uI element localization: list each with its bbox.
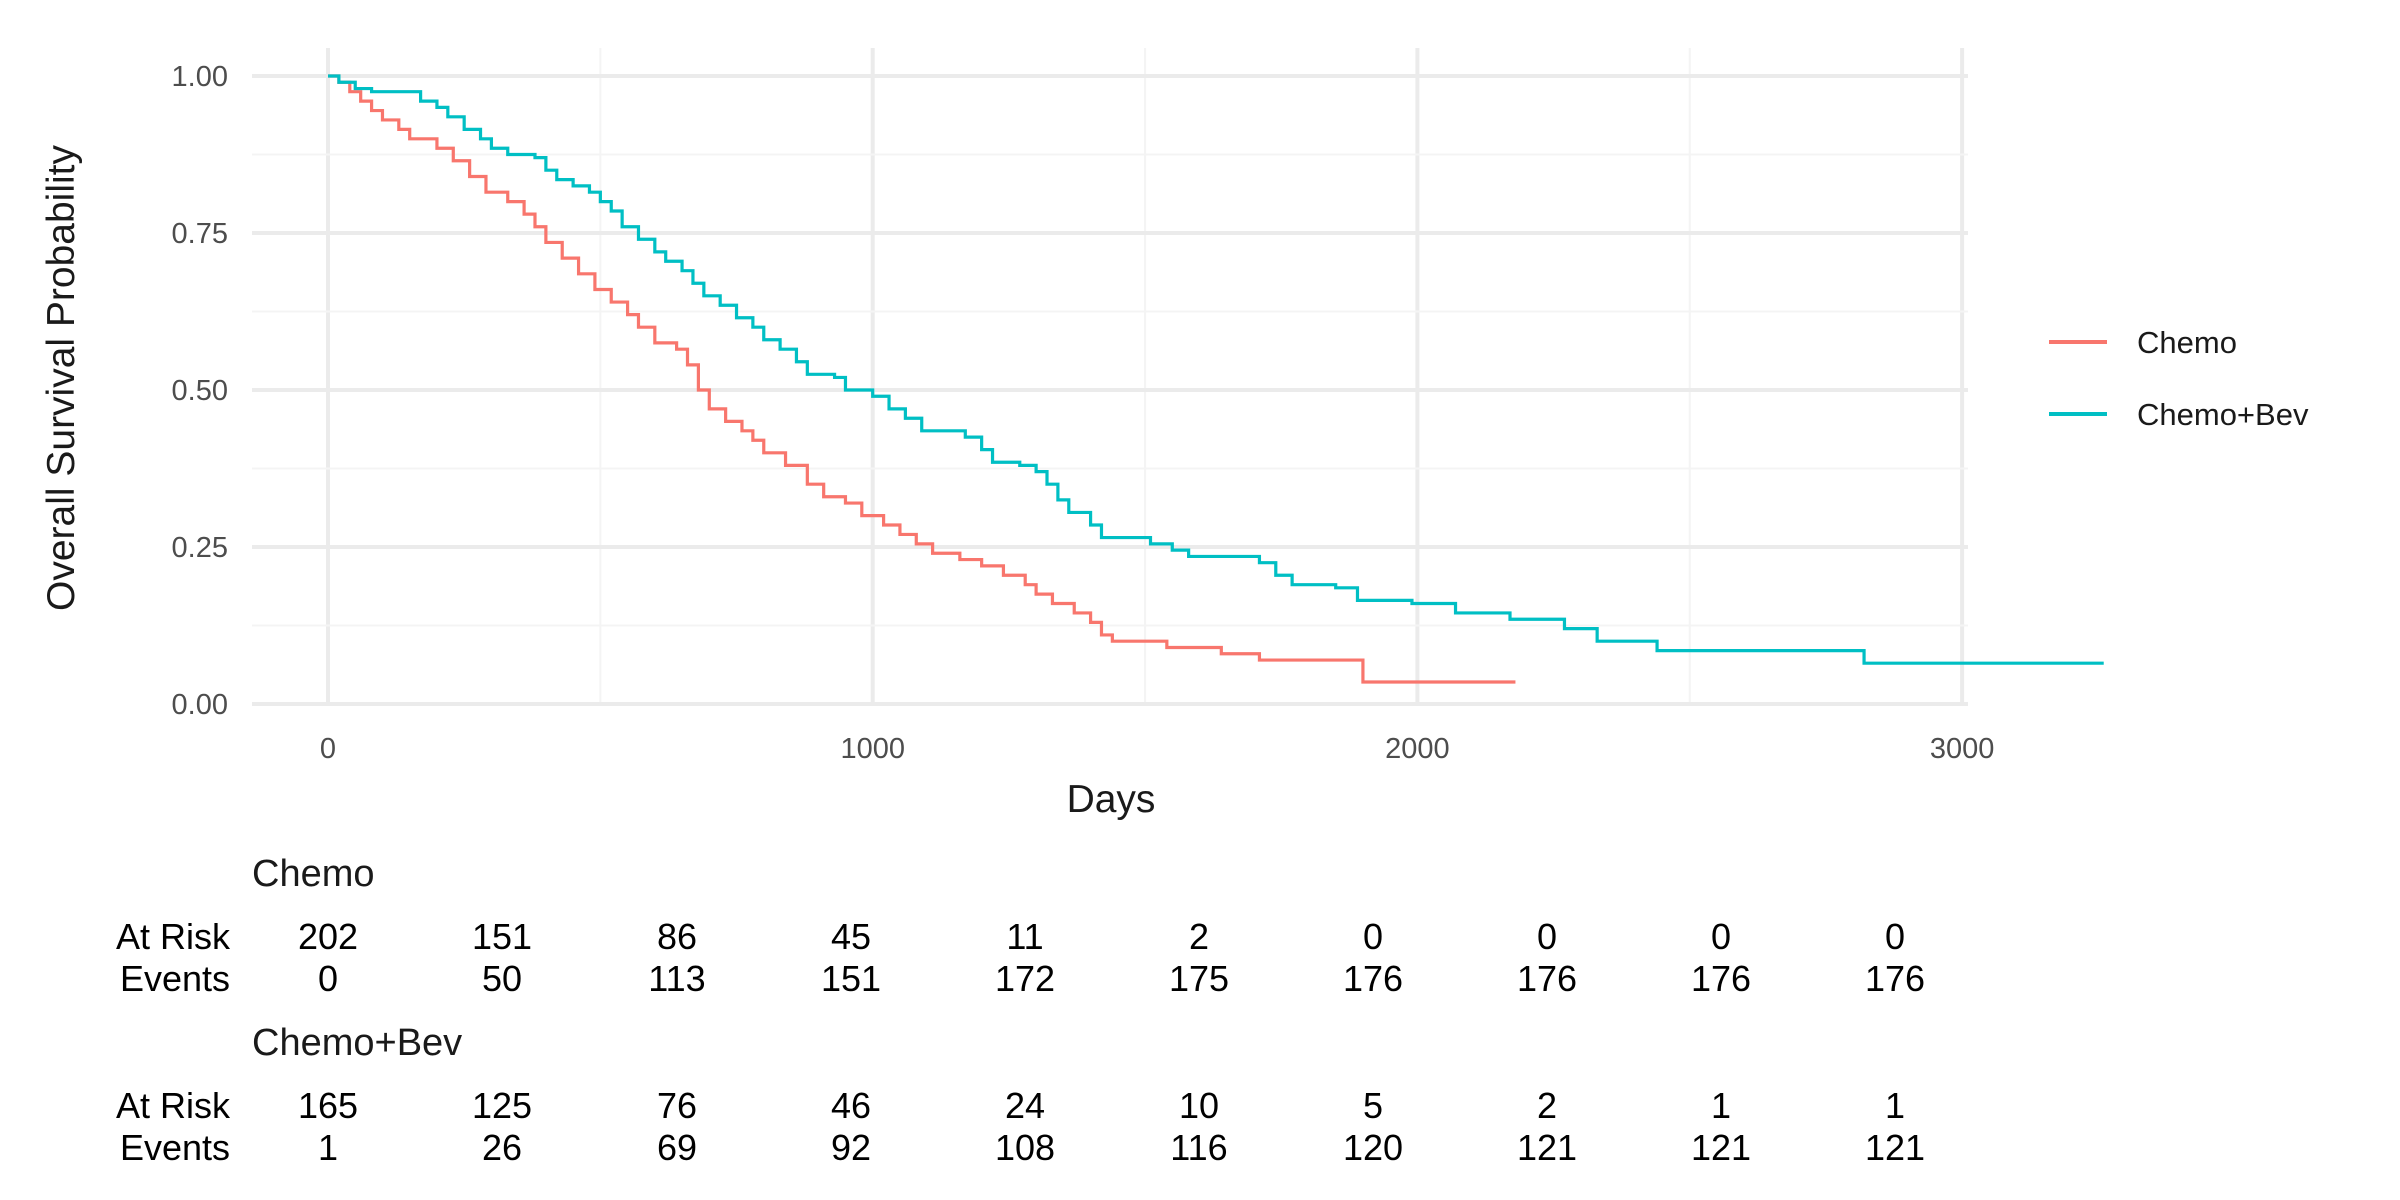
risk-table-cell: 2 <box>1537 1085 1557 1126</box>
risk-table-cell: 46 <box>831 1085 871 1126</box>
risk-table-cell: 5 <box>1363 1085 1383 1126</box>
risk-table-row-label: At Risk <box>116 916 231 957</box>
risk-table-cell: 176 <box>1691 958 1751 999</box>
risk-table-cell: 86 <box>657 916 697 957</box>
x-tick-label: 2000 <box>1385 733 1450 765</box>
risk-table-cell: 69 <box>657 1127 697 1168</box>
survival-curves <box>328 74 2104 684</box>
survival-curve-chemo-bev <box>328 74 2104 665</box>
risk-table-cell: 2 <box>1189 916 1209 957</box>
risk-table-cell: 113 <box>648 958 705 999</box>
risk-table-cell: 108 <box>995 1127 1055 1168</box>
y-tick-label: 0.50 <box>172 375 228 407</box>
x-tick-label: 0 <box>320 733 336 765</box>
y-tick-label: 0.00 <box>172 689 228 721</box>
risk-table-row-label: Events <box>120 958 230 999</box>
legend-label: Chemo <box>2137 325 2237 360</box>
survival-curve-chemo <box>328 74 1516 684</box>
risk-table-row-label: At Risk <box>116 1085 231 1126</box>
risk-table-cell: 1 <box>318 1127 338 1168</box>
risk-table-cell: 202 <box>298 916 358 957</box>
risk-table-cell: 165 <box>298 1085 358 1126</box>
risk-table-cell: 121 <box>1517 1127 1577 1168</box>
y-axis-title: Overall Survival Probability <box>40 145 83 612</box>
risk-table-cell: 45 <box>831 916 871 957</box>
y-axis-ticks: 0.00 0.25 0.50 0.75 1.00 <box>172 61 228 721</box>
risk-table-cell: 125 <box>472 1085 532 1126</box>
risk-table-cell: 176 <box>1517 958 1577 999</box>
risk-table-cell: 0 <box>1885 916 1905 957</box>
y-tick-label: 0.75 <box>172 218 228 250</box>
risk-table-cell: 121 <box>1865 1127 1925 1168</box>
risk-table-cell: 176 <box>1865 958 1925 999</box>
x-axis-title: Days <box>1067 778 1156 821</box>
risk-table-cell: 92 <box>831 1127 871 1168</box>
y-tick-label: 0.25 <box>172 532 228 564</box>
risk-table-cell: 0 <box>1537 916 1557 957</box>
legend-label: Chemo+Bev <box>2137 397 2309 432</box>
gridlines <box>252 48 1968 706</box>
risk-table-cell: 0 <box>318 958 338 999</box>
risk-table-cell: 151 <box>821 958 881 999</box>
risk-table-cell: 0 <box>1363 916 1383 957</box>
risk-table-cell: 176 <box>1343 958 1403 999</box>
y-tick-label: 1.00 <box>172 61 228 93</box>
risk-table-cell: 50 <box>482 958 522 999</box>
risk-table-cell: 116 <box>1170 1127 1227 1168</box>
risk-table-cell: 0 <box>1711 916 1731 957</box>
risk-table-cell: 10 <box>1179 1085 1219 1126</box>
legend: Chemo Chemo+Bev <box>2049 325 2309 432</box>
risk-table-cell: 1 <box>1885 1085 1905 1126</box>
risk-table-group-title: Chemo+Bev <box>252 1022 462 1064</box>
risk-table-cell: 172 <box>995 958 1055 999</box>
risk-table-cell: 121 <box>1691 1127 1751 1168</box>
risk-table-cell: 26 <box>482 1127 522 1168</box>
x-axis-ticks: 0 1000 2000 3000 <box>320 733 1994 765</box>
risk-table-cell: 24 <box>1005 1085 1045 1126</box>
risk-table-group-title: Chemo <box>252 853 375 895</box>
risk-table-cell: 1 <box>1711 1085 1731 1126</box>
risk-table-cell: 151 <box>472 916 532 957</box>
risk-table-cell: 175 <box>1169 958 1229 999</box>
x-tick-label: 3000 <box>1930 733 1995 765</box>
risk-table-cell: 11 <box>1006 916 1043 957</box>
risk-table-cell: 120 <box>1343 1127 1403 1168</box>
x-tick-label: 1000 <box>840 733 905 765</box>
risk-table-cell: 76 <box>657 1085 697 1126</box>
risk-table-row-label: Events <box>120 1127 230 1168</box>
